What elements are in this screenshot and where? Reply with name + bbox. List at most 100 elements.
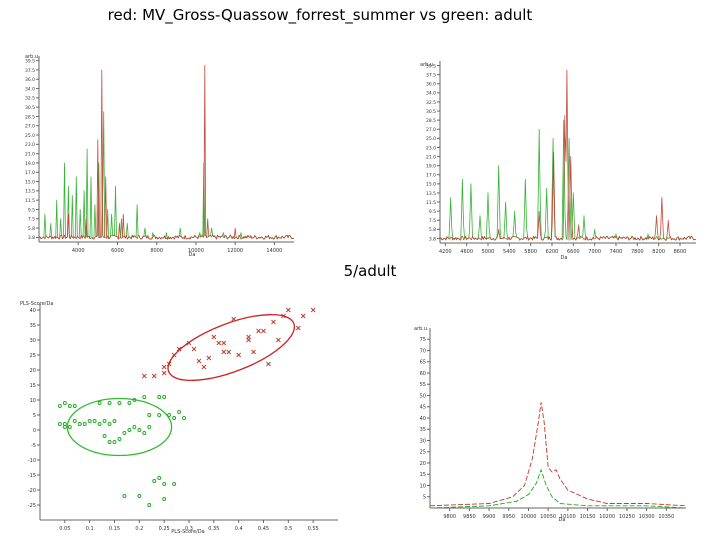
point-stroke: [256, 328, 261, 334]
y-tick-label: 32.5: [25, 96, 35, 102]
x-tick-label: 10200: [599, 514, 615, 520]
point-stroke: [226, 349, 232, 355]
x-tick-label: 5000: [482, 249, 495, 255]
y-tick-label: 23.0: [426, 145, 436, 151]
y-tick-label: 20: [30, 368, 36, 374]
series-line-red: [38, 64, 295, 240]
point-dot: [72, 419, 77, 423]
point-stroke: [231, 316, 237, 322]
point-stroke: [251, 349, 256, 355]
point-dot: [117, 437, 122, 441]
point-stroke: [191, 346, 197, 352]
y-tick-label: 35: [30, 323, 36, 329]
point-dot: [97, 422, 102, 426]
point-marker-x: [295, 325, 301, 331]
point-stroke: [161, 364, 167, 370]
x-tick-label: 8200: [652, 249, 665, 255]
y-tick-label: 5.8: [28, 226, 35, 232]
y-tick-label: 25: [420, 450, 426, 456]
point-dot: [157, 476, 162, 480]
point-dot: [147, 413, 152, 417]
point-stroke: [186, 340, 192, 346]
point-dot: [112, 419, 117, 423]
point-marker-x: [176, 346, 182, 352]
y-tick-label: 15.0: [25, 179, 35, 185]
y-tick-label: 34.0: [25, 86, 35, 92]
point-stroke: [141, 373, 147, 379]
point-dot: [62, 425, 67, 429]
point-marker-x: [281, 313, 286, 319]
x-tick-label: 0.2: [135, 526, 143, 532]
y-tick-label: 5: [33, 413, 36, 419]
point-marker-x: [161, 364, 167, 370]
pca-scatter: 0.05 0.1 0.15 0.2 0.25 0.3 0.35 0.4 0.45 0.5 0.55 -…: [20, 301, 338, 535]
y-tick-label: 7.5: [28, 217, 35, 223]
x-tick-label: 9800: [443, 514, 456, 520]
x-tick-label: 0.3: [185, 526, 193, 532]
point-marker-x: [191, 346, 197, 352]
point-stroke: [221, 349, 227, 355]
point-stroke: [310, 307, 316, 313]
point-stroke: [281, 313, 286, 319]
point-marker-x: [211, 334, 217, 340]
x-axis-label: Da: [561, 255, 568, 261]
point-dot: [72, 404, 77, 408]
point-marker-x: [201, 364, 207, 370]
point-dot: [127, 428, 132, 432]
y-tick-label: 36.0: [25, 77, 35, 83]
x-tick-label: 14000: [266, 248, 282, 254]
x-tick-label: 12000: [227, 248, 243, 254]
y-tick-label: 39.5: [426, 63, 436, 69]
point-stroke: [151, 373, 157, 379]
x-tick-label: 8600: [674, 249, 687, 255]
y-tick-label: 35: [420, 427, 426, 433]
point-stroke: [196, 358, 202, 364]
y-tick-label: 21.0: [426, 154, 436, 160]
point-marker-x: [246, 337, 251, 343]
y-axis-label: arb.u.: [420, 62, 435, 68]
y-tick-label: 60: [420, 371, 426, 377]
point-dot: [127, 401, 132, 405]
point-marker-x: [196, 358, 202, 364]
point-stroke: [176, 346, 182, 352]
point-marker-x: [216, 340, 222, 346]
x-tick-label: 8000: [150, 248, 163, 254]
y-tick-label: 5.8: [429, 227, 436, 233]
point-dot: [167, 413, 172, 417]
point-stroke: [286, 307, 291, 313]
y-tick-label: 21.0: [25, 151, 35, 157]
point-dot: [142, 431, 147, 435]
point-marker-x: [251, 349, 256, 355]
x-tick-label: 10100: [560, 514, 576, 520]
x-tick-label: 4000: [72, 248, 85, 254]
point-marker-x: [161, 370, 167, 376]
point-dot: [77, 422, 82, 426]
y-tick-label: 28.5: [426, 118, 436, 124]
point-dot: [137, 494, 142, 498]
x-tick-label: 6200: [546, 249, 559, 255]
y-tick-label: 28.5: [25, 114, 35, 120]
y-axis-label: arb.u.: [25, 54, 40, 60]
x-tick-label: 5800: [524, 249, 537, 255]
y-tick-label: 32.5: [426, 100, 436, 106]
y-tick-label: -10: [28, 458, 36, 464]
point-dot: [107, 401, 112, 405]
y-tick-label: 0: [33, 428, 36, 434]
y-tick-label: 7.5: [429, 218, 436, 224]
x-tick-label: 4200: [439, 249, 452, 255]
y-tick-label: 55: [420, 382, 426, 388]
x-tick-label: 9950: [502, 514, 515, 520]
point-dot: [122, 431, 127, 435]
x-tick-label: 9900: [483, 514, 496, 520]
point-dot: [112, 440, 117, 444]
y-tick-label: 27.0: [25, 124, 35, 130]
point-stroke: [276, 337, 281, 343]
y-tick-label: 37.5: [25, 68, 35, 74]
series-line-red: [429, 402, 687, 507]
y-tick-label: 37.5: [426, 72, 436, 78]
y-tick-label: 65: [420, 360, 426, 366]
y-tick-label: 17.0: [25, 170, 35, 176]
point-dot: [152, 479, 157, 483]
x-tick-label: 0.25: [159, 526, 170, 532]
point-marker-x: [206, 355, 212, 361]
